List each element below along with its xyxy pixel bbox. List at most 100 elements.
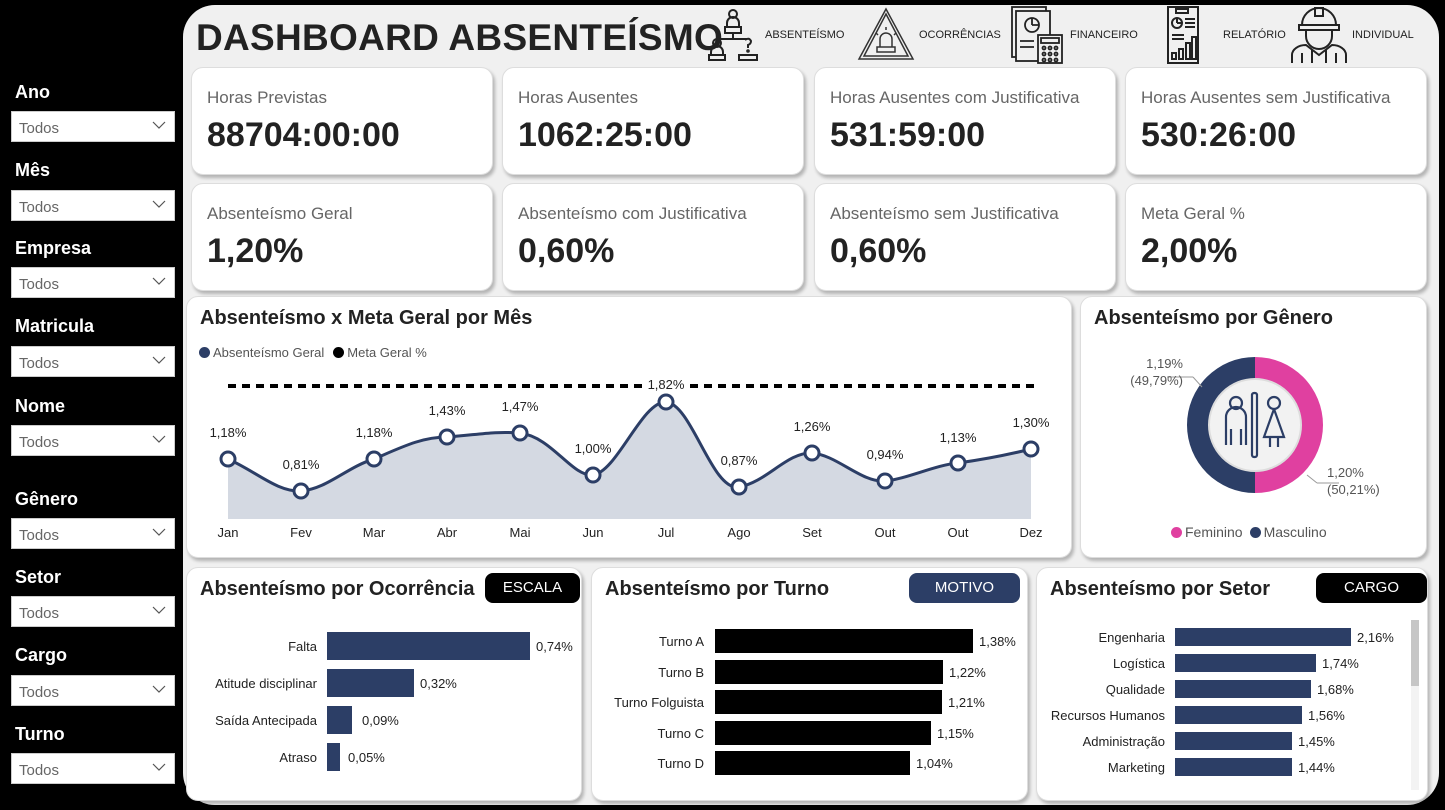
svg-text:0,94%: 0,94% xyxy=(867,447,904,462)
bar-value: 0,32% xyxy=(420,675,457,691)
filter-select-cargo[interactable]: Todos xyxy=(11,675,175,706)
chart-legend: Absenteísmo Geral Meta Geral % xyxy=(199,345,427,360)
bar-value: 0,05% xyxy=(348,749,385,765)
filter-select-empresa[interactable]: Todos xyxy=(11,267,175,298)
area-fill xyxy=(228,401,1031,519)
kpi-label: Horas Ausentes sem Justificativa xyxy=(1141,88,1391,107)
legend-label[interactable]: Masculino xyxy=(1263,524,1327,540)
bar-row[interactable]: Recursos Humanos 1,56% xyxy=(1037,706,1345,724)
slice-masculino[interactable] xyxy=(1187,357,1255,493)
scrollbar-thumb[interactable] xyxy=(1411,620,1419,686)
filter-select-ano[interactable]: Todos xyxy=(11,111,175,142)
bar-value: 1,56% xyxy=(1308,707,1345,723)
cargo-button[interactable]: CARGO xyxy=(1316,573,1427,603)
bar-value: 1,15% xyxy=(937,725,974,741)
bar-row[interactable]: Engenharia 2,16% xyxy=(1037,628,1394,646)
nav-ocorrencias[interactable]: OCORRÊNCIAS xyxy=(855,5,1001,65)
panel-title: Absenteísmo por Gênero xyxy=(1094,307,1333,329)
legend-label[interactable]: Feminino xyxy=(1185,524,1243,540)
kpi-value: 0,60% xyxy=(830,232,927,270)
bar xyxy=(1175,680,1311,698)
filter-select-mes[interactable]: Todos xyxy=(11,190,175,221)
filter-select-matricula[interactable]: Todos xyxy=(11,346,175,377)
filter-value: Todos xyxy=(19,120,60,137)
bar xyxy=(715,660,943,684)
slice-feminino[interactable] xyxy=(1255,357,1323,493)
filter-select-setor[interactable]: Todos xyxy=(11,596,175,627)
svg-text:Out: Out xyxy=(948,525,969,540)
svg-text:Ago: Ago xyxy=(727,525,750,540)
bar-label: Logística xyxy=(1112,655,1165,671)
bar xyxy=(327,669,414,697)
chevron-down-icon xyxy=(152,121,166,129)
escala-button[interactable]: ESCALA xyxy=(485,573,580,603)
restroom-icon xyxy=(1224,391,1286,459)
svg-text:Jan: Jan xyxy=(218,525,239,540)
filter-sidebar: Ano Todos Mês Todos Empresa Todos Matric… xyxy=(0,0,183,810)
turno-chart-panel: Absenteísmo por Turno MOTIVO Turno A 1,38… xyxy=(591,567,1028,801)
line-chart: 1,18% 0,81% 1,18% 1,43% 1,47% 1,00% 1,82… xyxy=(210,375,1050,540)
nav-financeiro[interactable]: FINANCEIRO xyxy=(1008,5,1138,65)
svg-text:Jun: Jun xyxy=(583,525,604,540)
bar xyxy=(327,632,530,660)
bar-label: Falta xyxy=(288,638,317,654)
bar-row[interactable]: Atraso 0,05% xyxy=(187,743,385,771)
gender-legend: Feminino Masculino xyxy=(1171,524,1327,540)
nav-individual[interactable]: INDIVIDUAL xyxy=(1288,5,1414,65)
kpi-card-horas-ausentes: Horas Ausentes 1062:25:00 xyxy=(502,67,804,175)
svg-text:Abr: Abr xyxy=(437,525,458,540)
bar-row[interactable]: Turno Folguista 1,21% xyxy=(592,690,985,714)
bar-row[interactable]: Falta 0,74% xyxy=(187,632,573,660)
bar-row[interactable]: Turno C 1,15% xyxy=(592,721,974,745)
bar-row[interactable]: Atitude disciplinar 0,32% xyxy=(187,669,457,697)
kpi-card-absenteismo-sem-justificativa: Absenteísmo sem Justificativa 0,60% xyxy=(814,183,1116,291)
filter-label-genero: Gênero xyxy=(15,489,79,509)
bar xyxy=(1175,654,1316,672)
bar-row[interactable]: Turno D 1,04% xyxy=(592,751,953,775)
nav-relatorio[interactable]: RELATÓRIO xyxy=(1163,5,1286,65)
bar-value: 1,74% xyxy=(1322,655,1359,671)
svg-text:1,13%: 1,13% xyxy=(940,430,977,445)
legend-label[interactable]: Meta Geral % xyxy=(347,345,427,360)
chevron-down-icon xyxy=(152,277,166,285)
bar-label: Engenharia xyxy=(1098,629,1166,645)
bar xyxy=(1175,758,1292,776)
legend-dot-icon xyxy=(1171,526,1182,538)
chevron-down-icon xyxy=(152,356,166,364)
bar-row[interactable]: Logística 1,74% xyxy=(1037,654,1359,672)
panel-title: Absenteísmo x Meta Geral por Mês xyxy=(200,307,533,329)
monthly-chart-panel: Absenteísmo x Meta Geral por Mês Absente… xyxy=(186,296,1072,558)
page-title: DASHBOARD ABSENTEÍSMO xyxy=(196,17,724,58)
filter-select-genero[interactable]: Todos xyxy=(11,518,175,549)
bar-label: Qualidade xyxy=(1105,681,1165,697)
legend-dot-icon xyxy=(199,347,210,358)
bar-row[interactable]: Saída Antecipada 0,09% xyxy=(187,706,399,734)
svg-text:1,26%: 1,26% xyxy=(794,419,831,434)
bar-value: 1,38% xyxy=(979,633,1016,649)
bar-label: Recursos Humanos xyxy=(1050,707,1165,723)
bar-row[interactable]: Qualidade 1,68% xyxy=(1037,680,1354,698)
kpi-label: Horas Ausentes com Justificativa xyxy=(830,88,1080,107)
kpi-card-absenteismo-geral: Absenteísmo Geral 1,20% xyxy=(191,183,493,291)
bar-row[interactable]: Turno A 1,38% xyxy=(592,629,1016,653)
motivo-button[interactable]: MOTIVO xyxy=(909,573,1020,603)
scrollbar-track[interactable] xyxy=(1411,620,1419,790)
ocorrencia-chart-panel: Absenteísmo por Ocorrência ESCALA Falta 0… xyxy=(186,567,582,801)
legend-dot-icon xyxy=(333,347,345,358)
bar-row[interactable]: Marketing 1,44% xyxy=(1037,758,1335,776)
nav-absenteismo[interactable]: ABSENTEÍSMO xyxy=(703,5,844,65)
svg-text:1,20%: 1,20% xyxy=(1327,465,1364,480)
bar xyxy=(715,721,931,745)
svg-text:0,87%: 0,87% xyxy=(721,453,758,468)
filter-select-turno[interactable]: Todos xyxy=(11,753,175,784)
filter-select-nome[interactable]: Todos xyxy=(11,425,175,456)
kpi-value: 1,20% xyxy=(207,232,304,270)
chevron-down-icon xyxy=(152,606,166,614)
bar-row[interactable]: Administração 1,45% xyxy=(1037,732,1335,750)
bar xyxy=(327,743,340,771)
setor-chart-panel: Absenteísmo por Setor CARGO Engenharia 2,… xyxy=(1036,567,1428,801)
bar-row[interactable]: Turno B 1,22% xyxy=(592,660,986,684)
donut-chart: 1,19% (49,79%) 1,20% (50,21%) xyxy=(1130,356,1380,497)
svg-text:Dez: Dez xyxy=(1019,525,1042,540)
legend-label[interactable]: Absenteísmo Geral xyxy=(213,345,325,360)
